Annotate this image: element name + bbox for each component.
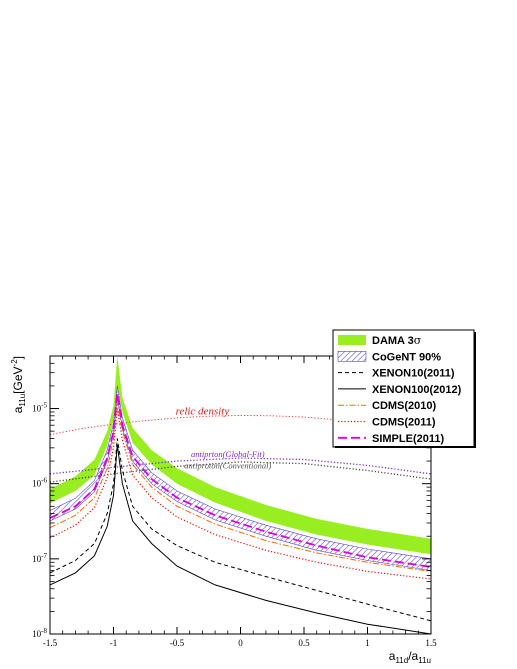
legend: DAMA 3σ CoGeNT 90% XENON10(2011) XENON100(2… bbox=[332, 329, 476, 448]
x-tick-label: 0.5 bbox=[298, 638, 310, 648]
x-tick-label: -1 bbox=[110, 638, 118, 648]
legend-label-xenon10-2011: XENON10(2011) bbox=[372, 368, 455, 380]
curves-layer bbox=[50, 393, 431, 634]
legend-label-cogent-90: CoGeNT 90% bbox=[372, 351, 441, 363]
curve-xenon10-2011 bbox=[50, 438, 431, 622]
legend-items: DAMA 3σ CoGeNT 90% XENON10(2011) XENON100(2… bbox=[337, 334, 462, 445]
annotation-antiproton-conventional: antiproton(Conventional) bbox=[184, 460, 271, 470]
curve-xenon100-2012 bbox=[50, 444, 431, 634]
x-tick-label: -1.5 bbox=[43, 638, 58, 648]
curve-antiproton-conventional bbox=[50, 461, 431, 483]
legend-label-cdms-2011: CDMS(2011) bbox=[372, 417, 436, 429]
legend-label-xenon100-2012: XENON100(2012) bbox=[372, 384, 462, 396]
x-axis-label: a11d/a11u bbox=[389, 649, 431, 665]
legend-label-dama-3: DAMA 3σ bbox=[372, 334, 422, 347]
curve-cdms-2010 bbox=[50, 402, 431, 572]
y-tick-label: 10-5 bbox=[32, 402, 47, 414]
legend-label-simple-2011: SIMPLE(2011) bbox=[372, 433, 444, 445]
curve-simple-2011 bbox=[50, 393, 431, 568]
y-tick-label: 10-7 bbox=[32, 552, 47, 564]
curve-cdms-2011 bbox=[50, 408, 431, 580]
y-axis-ticks: 10-8 10-7 10-6 10-5 bbox=[32, 355, 431, 639]
y-tick-label: 10-6 bbox=[32, 477, 47, 489]
legend-label-cdms-2010: CDMS(2010) bbox=[372, 400, 437, 412]
y-axis-label: a11u[GeV-2] bbox=[10, 356, 27, 413]
legend-swatch-cogent bbox=[337, 350, 367, 362]
y-tick-label: 10-8 bbox=[32, 627, 47, 639]
annotation-relic-density: relic density bbox=[176, 406, 230, 418]
x-tick-label: -0.5 bbox=[170, 638, 185, 648]
band-dama-3 bbox=[50, 356, 431, 555]
x-tick-label: 0 bbox=[238, 638, 243, 648]
legend-swatch-dama bbox=[338, 335, 366, 345]
x-tick-label: 1.5 bbox=[425, 638, 437, 648]
annotation-antiprton-global-fit: antiprton(Global-Fit) bbox=[191, 449, 265, 459]
x-tick-label: 1 bbox=[365, 638, 370, 648]
annotations-layer: relic density antiprton(Global-Fit)antipr… bbox=[176, 406, 272, 471]
